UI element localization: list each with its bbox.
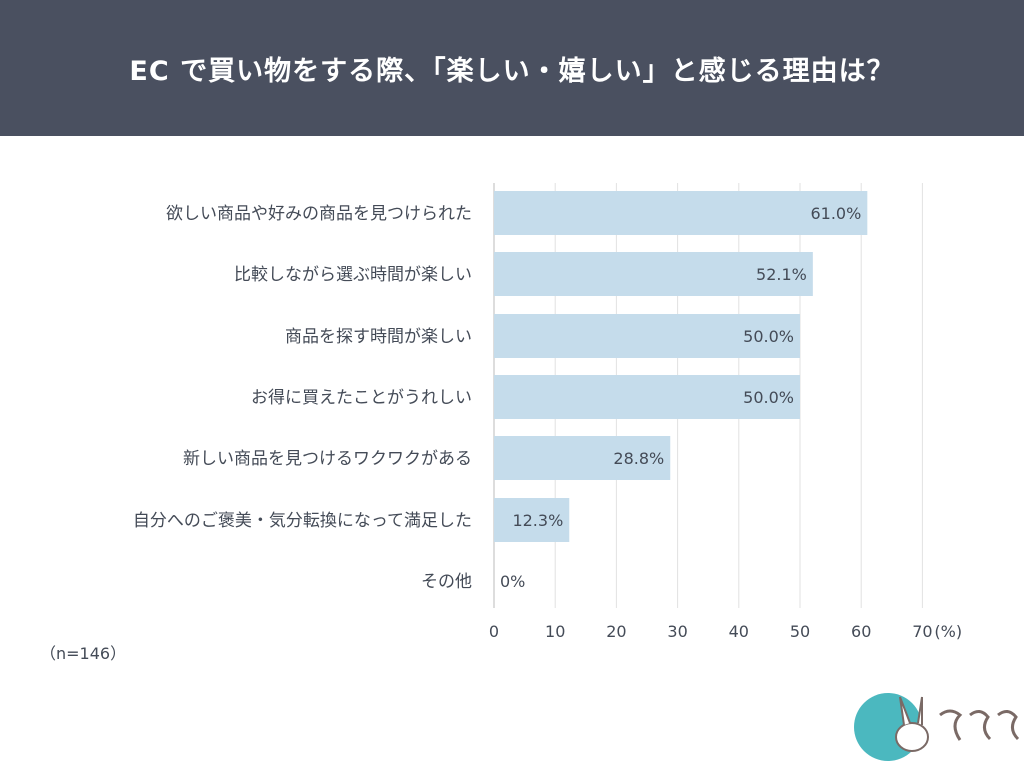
chart-title: EC で買い物をする際、「楽しい・嬉しい」と感じる理由は？ — [0, 0, 1024, 136]
value-label: 50.0% — [743, 388, 794, 407]
category-label: 商品を探す時間が楽しい — [285, 327, 472, 347]
category-label: 比較しながら選ぶ時間が楽しい — [234, 265, 472, 285]
x-tick-label: 50 — [790, 622, 810, 641]
bar — [494, 498, 570, 542]
category-label: 新しい商品を見つけるワクワクがある — [183, 449, 472, 469]
x-tick-label: 20 — [606, 622, 626, 641]
category-label: お得に買えたことがうれしい — [251, 388, 472, 408]
x-tick-label: 10 — [545, 622, 565, 641]
arulu-logo — [854, 693, 1020, 761]
sample-size-note: （n=146） — [40, 644, 127, 663]
x-tick-label: 60 — [851, 622, 871, 641]
value-label: 0% — [500, 572, 525, 591]
value-label: 12.3% — [512, 511, 563, 530]
category-label: その他 — [421, 572, 472, 592]
bar — [494, 436, 671, 480]
bar — [494, 314, 800, 358]
bar — [494, 191, 868, 235]
value-label: 28.8% — [613, 449, 664, 468]
x-tick-label: 0 — [489, 622, 499, 641]
x-unit-label: (%) — [934, 622, 962, 641]
category-label: 自分へのご褒美・気分転換になって満足した — [133, 511, 472, 531]
value-label: 61.0% — [810, 204, 861, 223]
x-tick-label: 70 — [912, 622, 932, 641]
bar — [494, 252, 813, 296]
x-tick-label: 30 — [667, 622, 687, 641]
category-label: 欲しい商品や好みの商品を見つけられた — [166, 204, 472, 224]
x-tick-label: 40 — [729, 622, 749, 641]
bar — [494, 375, 800, 419]
value-label: 52.1% — [756, 265, 807, 284]
value-label: 50.0% — [743, 327, 794, 346]
